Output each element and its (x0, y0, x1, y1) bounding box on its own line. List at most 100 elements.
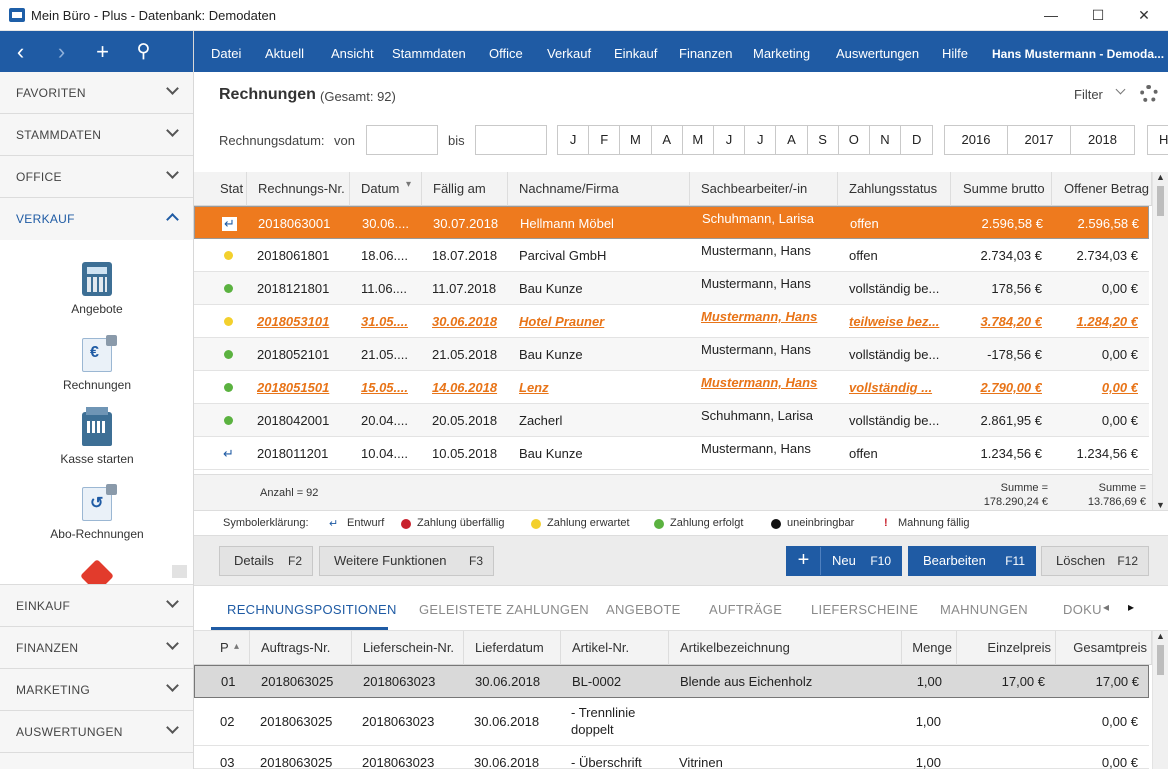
list-item[interactable]: 02 2018063025 2018063023 30.06.2018 - Trennl… (194, 698, 1149, 746)
sidebar-section-favoriten[interactable]: FAVORITEN (0, 72, 193, 114)
list-item[interactable]: 01 2018063025 2018063023 30.06.2018 BL-0002 B… (194, 665, 1149, 698)
pos-col-header-menge[interactable]: Menge (902, 631, 957, 665)
maximize-button[interactable]: ☐ (1091, 7, 1105, 23)
forward-icon[interactable]: › (57, 39, 66, 64)
gear-icon[interactable] (1140, 85, 1158, 103)
new-button[interactable]: + Neu F10 (786, 546, 902, 576)
scroll-up-icon[interactable]: ▲ (1156, 172, 1165, 182)
table-row[interactable]: ↵ 2018063001 30.06.... 30.07.2018 Hellmann M… (194, 206, 1149, 239)
col-header-nr[interactable]: Rechnungs-Nr. (247, 172, 350, 206)
table-row[interactable]: 2018052101 21.05.... 21.05.2018 Bau Kunze Mu… (194, 338, 1149, 371)
pos-col-header-einzelpreis[interactable]: Einzelpreis (957, 631, 1056, 665)
sidebar-section-stammdaten[interactable]: STAMMDATEN (0, 114, 193, 156)
close-button[interactable]: ✕ (1138, 7, 1150, 23)
menu-datei[interactable]: Datei (211, 46, 242, 61)
menu-verkauf[interactable]: Verkauf (547, 46, 592, 61)
back-icon[interactable]: ‹ (16, 39, 25, 64)
sidebar-item-kasse[interactable]: Kasse starten (0, 407, 193, 466)
scroll-down-button[interactable] (172, 565, 187, 578)
col-header-faellig[interactable]: Fällig am (422, 172, 508, 206)
year-button[interactable]: 2017 (1008, 126, 1071, 154)
sidebar-section-einkauf[interactable]: EINKAUF (0, 585, 193, 627)
edit-button[interactable]: Bearbeiten F11 (908, 546, 1036, 576)
table-row[interactable]: 2018121801 11.06.... 11.07.2018 Bau Kunze Mu… (194, 272, 1149, 305)
pos-col-header-gesamtpreis[interactable]: Gesamtpreis (1056, 631, 1152, 665)
month-button[interactable]: J (745, 126, 777, 154)
menu-auswertungen[interactable]: Auswertungen (836, 46, 920, 61)
menu-ansicht[interactable]: Ansicht (331, 46, 374, 61)
month-button[interactable]: F (589, 126, 621, 154)
date-from-input[interactable] (366, 125, 438, 155)
month-button[interactable]: N (869, 126, 902, 154)
col-header-summe[interactable]: Summe brutto (951, 172, 1052, 206)
details-button[interactable]: Details F2 (219, 546, 313, 576)
pos-col-header-auftrag[interactable]: Auftrags-Nr. (250, 631, 352, 665)
table-row[interactable]: 2018051501 15.05.... 14.06.2018 Lenz Musterm… (194, 371, 1149, 404)
scroll-thumb[interactable] (1157, 645, 1164, 675)
filter-button[interactable]: Filter (1074, 87, 1103, 102)
sidebar-item-abo-rechnungen[interactable]: ↺ Abo-Rechnungen (0, 484, 193, 541)
month-button[interactable]: D (901, 126, 933, 154)
month-button[interactable]: J (713, 126, 746, 154)
pos-col-header-lieferdatum[interactable]: Lieferdatum (464, 631, 561, 665)
scroll-down-icon[interactable]: ▼ (1156, 500, 1165, 510)
add-icon[interactable]: + (96, 39, 109, 64)
menu-hilfe[interactable]: Hilfe (942, 46, 969, 61)
grid-scrollbar[interactable]: ▲ ▼ (1152, 172, 1168, 510)
sidebar-section-verkauf[interactable]: VERKAUF (0, 198, 193, 240)
month-button[interactable]: M (620, 126, 652, 154)
table-row[interactable]: 2018061801 18.06.... 18.07.2018 Parcival Gm… (194, 239, 1149, 272)
tab-rechnungspositionen[interactable]: RECHNUNGSPOSITIONEN (227, 602, 397, 617)
month-button[interactable]: O (838, 126, 870, 154)
pos-col-header-p[interactable]: P ▴ (194, 631, 250, 665)
search-icon[interactable]: ⚲ (136, 41, 151, 62)
date-to-input[interactable] (475, 125, 547, 155)
scroll-thumb[interactable] (1157, 186, 1164, 216)
list-item[interactable]: 03 2018063025 2018063023 30.06.2018 - Übersc… (194, 746, 1149, 769)
pos-col-header-lieferschein[interactable]: Lieferschein-Nr. (352, 631, 464, 665)
pos-col-header-bezeichnung[interactable]: Artikelbezeichnung (669, 631, 902, 665)
col-header-firma[interactable]: Nachname/Firma (508, 172, 690, 206)
sidebar-item-angebote[interactable]: Angebote (0, 262, 193, 316)
more-functions-button[interactable]: Weitere Funktionen F3 (319, 546, 494, 576)
col-header-stat[interactable]: Stat (194, 172, 247, 206)
month-button[interactable]: S (807, 126, 839, 154)
menu-office[interactable]: Office (489, 46, 523, 61)
month-button[interactable]: A (651, 126, 683, 154)
table-row[interactable]: 2018053101 31.05.... 30.06.2018 Hotel Praun… (194, 305, 1149, 338)
month-button[interactable]: M (682, 126, 714, 154)
sidebar-section-office[interactable]: OFFICE (0, 156, 193, 198)
pos-col-header-artikel[interactable]: Artikel-Nr. (561, 631, 669, 665)
menu-einkauf[interactable]: Einkauf (614, 46, 658, 61)
tab-lieferscheine[interactable]: LIEFERSCHEINE (811, 602, 919, 617)
menu-finanzen[interactable]: Finanzen (679, 46, 733, 61)
user-menu[interactable]: Hans Mustermann - Demoda... (992, 47, 1165, 61)
tab-zahlungen[interactable]: GELEISTETE ZAHLUNGEN (419, 602, 589, 617)
month-button[interactable]: J (558, 126, 590, 154)
table-row[interactable]: 2018042001 20.04.... 20.05.2018 Zacherl Schu… (194, 404, 1149, 437)
year-button[interactable]: 2018 (1071, 126, 1134, 154)
tab-prev-icon[interactable]: ◂ (1103, 600, 1110, 614)
col-header-sachbearbeiter[interactable]: Sachbearbeiter/-in (690, 172, 838, 206)
scroll-up-icon[interactable]: ▲ (1156, 631, 1165, 641)
minimize-button[interactable]: — (1044, 7, 1058, 23)
tab-auftraege[interactable]: AUFTRÄGE (709, 602, 783, 617)
tab-angebote[interactable]: ANGEBOTE (606, 602, 681, 617)
col-header-datum[interactable]: Datum ▾ (350, 172, 422, 206)
tab-mahnungen[interactable]: MAHNUNGEN (940, 602, 1028, 617)
tab-doku[interactable]: DOKU (1063, 602, 1102, 617)
menu-stammdaten[interactable]: Stammdaten (392, 46, 466, 61)
year-button[interactable]: 2016 (945, 126, 1008, 154)
sidebar-item-partial[interactable] (0, 558, 193, 584)
sidebar-item-rechnungen[interactable]: € Rechnungen (0, 335, 193, 392)
menu-marketing[interactable]: Marketing (753, 46, 811, 61)
sidebar-section-marketing[interactable]: MARKETING (0, 669, 193, 711)
chevron-down-icon[interactable] (1115, 84, 1126, 95)
delete-button[interactable]: Löschen F12 (1041, 546, 1149, 576)
year-more-button[interactable]: H (1147, 125, 1168, 155)
menu-aktuell[interactable]: Aktuell (265, 46, 305, 61)
positions-scrollbar[interactable]: ▲ (1152, 631, 1168, 769)
sidebar-section-auswertungen[interactable]: AUSWERTUNGEN (0, 711, 193, 753)
col-header-zahlungsstatus[interactable]: Zahlungsstatus (838, 172, 951, 206)
tab-next-icon[interactable]: ▸ (1128, 600, 1135, 614)
